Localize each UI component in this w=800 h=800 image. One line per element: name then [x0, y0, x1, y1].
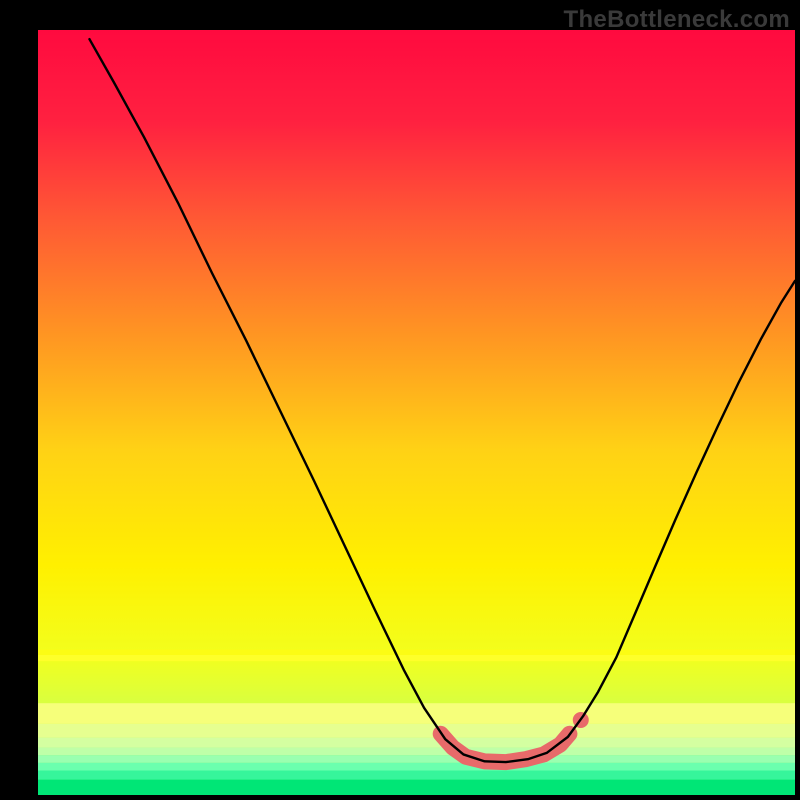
color-band	[38, 650, 795, 655]
gradient-background	[38, 30, 795, 795]
color-band	[38, 655, 795, 661]
watermark-text: TheBottleneck.com	[564, 6, 790, 34]
color-band	[38, 738, 795, 748]
chart-frame: TheBottleneck.com	[0, 0, 800, 800]
plot-svg	[38, 30, 795, 795]
color-band	[38, 748, 795, 756]
color-band	[38, 703, 795, 724]
color-band	[38, 724, 795, 738]
color-band	[38, 780, 795, 795]
color-band	[38, 755, 795, 763]
color-band	[38, 771, 795, 780]
color-band	[38, 763, 795, 771]
plot-background	[0, 0, 800, 800]
